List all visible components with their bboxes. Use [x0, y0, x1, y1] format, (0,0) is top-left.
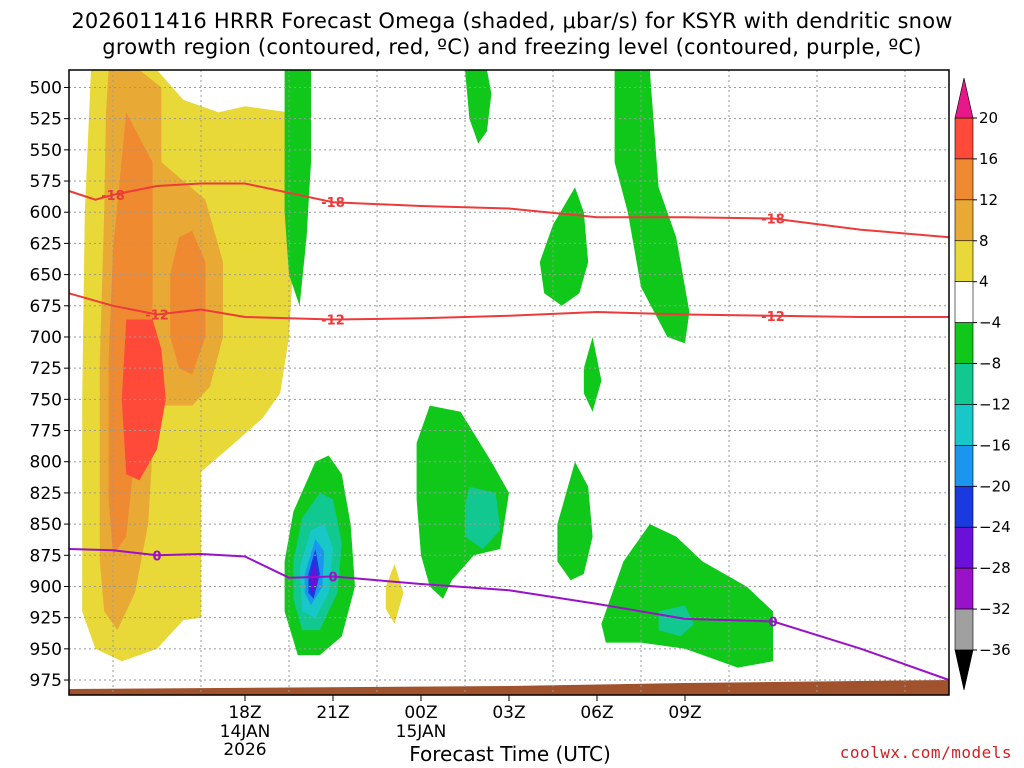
chart-title: 2026011416 HRRR Forecast Omega (shaded, … [71, 9, 953, 59]
colorbar-segment-neg4-4 [954, 281, 974, 323]
omega-region-neg8-neg4 [416, 405, 509, 599]
colorbar-top-arrow [954, 77, 974, 119]
y-tick-label: 725 [30, 359, 62, 379]
colorbar-label: −16 [979, 436, 1011, 454]
y-tick-label: 650 [30, 266, 62, 286]
omega-region-neg12-neg8 [658, 605, 694, 637]
omega-region-12-16 [170, 230, 206, 375]
colorbar-label: 20 [979, 109, 998, 127]
y-tick-label: 825 [30, 484, 62, 504]
y-tick-label: 875 [30, 546, 62, 566]
colorbar-label: −24 [979, 518, 1011, 536]
y-tick-label: 775 [30, 422, 62, 442]
omega-region-neg12-neg8 [465, 486, 501, 549]
y-tick-label: 550 [30, 141, 62, 161]
contour-label: -18 [101, 189, 125, 204]
colorbar-label: −20 [979, 477, 1011, 495]
contour-line-minus12 [68, 292, 949, 321]
colorbar-segment-16-20 [954, 117, 974, 160]
omega-region-neg8-neg4 [539, 187, 589, 306]
colorbar-label: 12 [979, 191, 998, 209]
y-tick-label: 850 [30, 515, 62, 535]
colorbar-segment-neg12-neg8 [954, 363, 974, 405]
colorbar-segment-neg16-neg12 [954, 404, 974, 446]
y-tick-label: 525 [30, 110, 62, 130]
contour-line-minus18 [68, 182, 950, 239]
y-tick-label: 700 [30, 328, 62, 348]
colorbar-segment-neg36-neg32 [954, 608, 974, 651]
contour-label: 0 [152, 549, 161, 564]
contour-label: 0 [328, 570, 337, 585]
x-tick-label: 21Z [316, 703, 349, 723]
y-tick-label: 625 [30, 234, 62, 254]
y-tick-label: 925 [30, 609, 62, 629]
contour-label: -12 [761, 310, 785, 325]
colorbar-segment-4-8 [954, 240, 974, 282]
omega-region-neg8-neg4 [557, 461, 593, 581]
contour-label: 0 [768, 615, 777, 630]
y-tick-label: 600 [30, 203, 62, 223]
colorbar-bottom-arrow [954, 649, 974, 691]
y-tick-label: 500 [30, 78, 62, 98]
colorbar-label: −28 [979, 559, 1011, 577]
colorbar-segment-8-12 [954, 199, 974, 242]
colorbar-label: −32 [979, 600, 1011, 618]
temperature-contours-layer: -18 -18 -18 -12 -12 -12 0 0 0 [68, 182, 950, 681]
contour-label: -18 [761, 212, 785, 227]
contour-line-0 [68, 548, 950, 681]
y-tick-label: 800 [30, 453, 62, 473]
colorbar-label: −8 [979, 355, 1001, 373]
colorbar-segment-neg28-neg24 [954, 526, 974, 569]
omega-region-16-20 [121, 319, 166, 481]
colorbar-segment-12-16 [954, 158, 974, 201]
x-tick-label: 00Z [404, 703, 437, 723]
contour-label: -12 [321, 314, 345, 329]
terrain-surface [69, 680, 949, 695]
axes-layer: 500 525 550 575 600 625 650 675 700 725 750 775 800 8… [30, 69, 950, 760]
omega-region-neg8-neg4 [284, 70, 311, 306]
omega-region-4-8 [385, 564, 404, 624]
y-tick-label: 950 [30, 640, 62, 660]
contour-label: -18 [321, 196, 345, 211]
x-tick-label: 06Z [580, 703, 613, 723]
colorbar-label: −12 [979, 395, 1011, 413]
x-axis-title: Forecast Time (UTC) [409, 742, 611, 766]
x-tick-label: 09Z [668, 703, 701, 723]
colorbar-segment-neg8-neg4 [954, 322, 974, 364]
colorbar-label: −36 [979, 641, 1011, 659]
credit-text: coolwx.com/models [839, 743, 1012, 762]
omega-region-neg8-neg4 [583, 337, 602, 412]
colorbar-segment-neg24-neg20 [954, 486, 974, 528]
y-tick-label: 675 [30, 297, 62, 317]
colorbar-label: 8 [979, 232, 989, 250]
x-tick-year: 2026 [223, 740, 266, 760]
y-tick-label: 575 [30, 172, 62, 192]
y-tick-label: 750 [30, 390, 62, 410]
omega-region-neg8-neg4 [465, 70, 492, 144]
omega-region-neg8-neg4 [601, 524, 773, 668]
colorbar: 20 16 12 8 4 −4 −8 −12 −16 −20 −24 −28 −32 −36 [954, 77, 1011, 691]
y-tick-label: 975 [30, 671, 62, 691]
omega-region-neg8-neg4 [566, 70, 690, 344]
x-tick-label: 18Z [228, 703, 261, 723]
colorbar-label: −4 [979, 314, 1001, 332]
x-tick-date: 14JAN [220, 722, 271, 742]
colorbar-label: 16 [979, 150, 998, 168]
x-tick-label: 03Z [492, 703, 525, 723]
colorbar-label: 4 [979, 273, 989, 291]
x-tick-date: 15JAN [396, 722, 447, 742]
colorbar-segment-neg32-neg28 [954, 567, 974, 610]
y-tick-label: 900 [30, 577, 62, 597]
colorbar-segment-neg20-neg16 [954, 445, 974, 487]
contour-label: -12 [145, 309, 169, 324]
